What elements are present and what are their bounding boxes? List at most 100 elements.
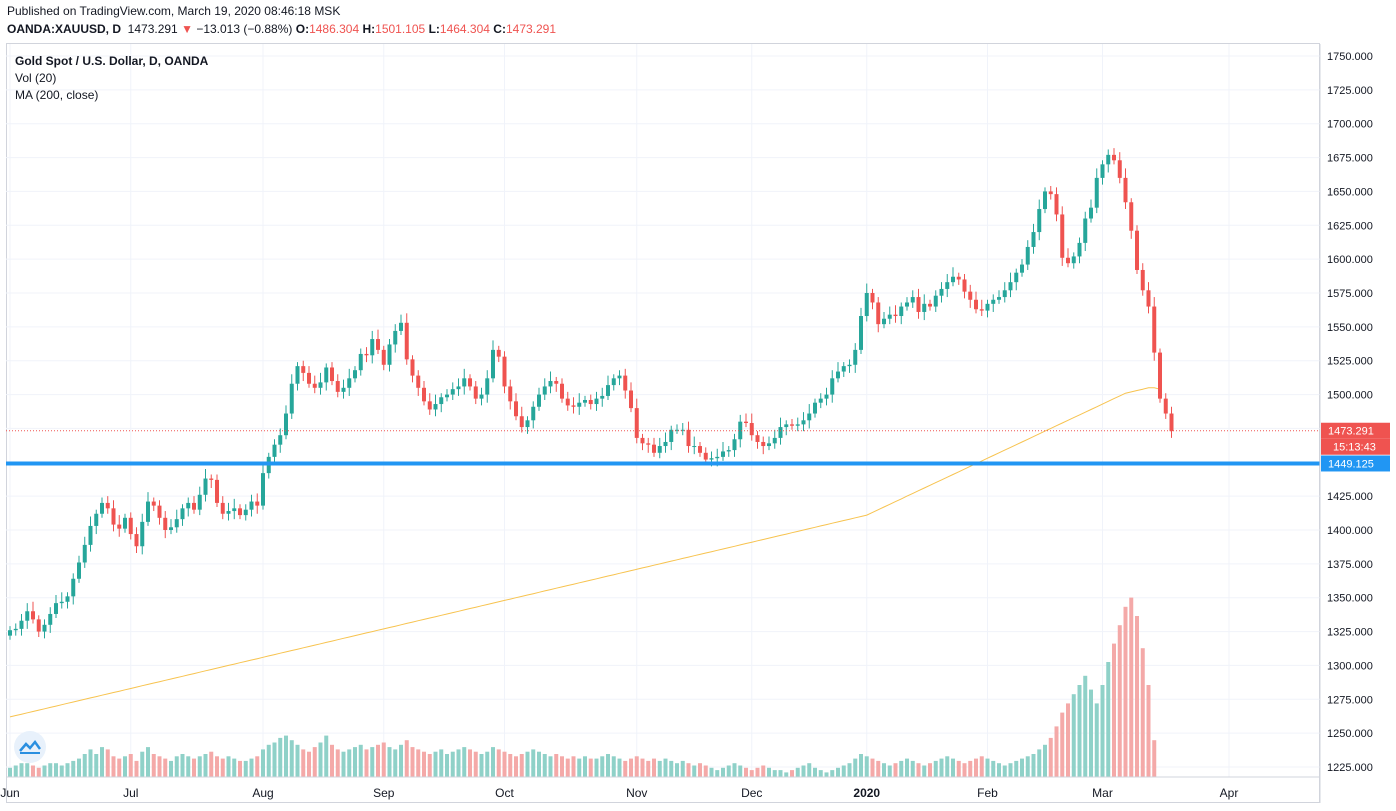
candle-body <box>680 429 685 431</box>
volume-bar <box>261 749 265 777</box>
candle-body <box>82 544 87 563</box>
volume-bar <box>1008 763 1013 777</box>
candle-body <box>767 443 771 447</box>
volume-bar <box>186 756 191 777</box>
volume-bar <box>951 758 955 777</box>
y-tick-label: 1575.000 <box>1327 288 1373 300</box>
high-label: H: <box>362 22 376 36</box>
candle-body <box>778 427 783 438</box>
candle-body <box>59 601 64 604</box>
ma200-line <box>9 387 1161 718</box>
volume-bar <box>94 754 99 777</box>
volume-bar <box>1123 606 1128 777</box>
legend-volume[interactable]: Vol (20) <box>15 71 57 85</box>
candle-body <box>514 401 518 417</box>
volume-bar <box>749 770 754 777</box>
volume-bar <box>307 751 311 777</box>
candle-body <box>445 394 449 398</box>
volume-bar <box>1094 703 1099 777</box>
volume-bar <box>519 754 524 777</box>
volume-bar <box>1106 662 1111 777</box>
volume-bar <box>502 751 507 777</box>
candle-body <box>738 421 743 440</box>
candle-body <box>71 578 76 597</box>
volume-bar <box>525 751 530 777</box>
volume-bar <box>537 751 541 777</box>
volume-bar <box>686 763 691 777</box>
candle-body <box>537 394 541 407</box>
candle-body <box>813 402 817 414</box>
volume-bar <box>1043 744 1047 777</box>
volume-bar <box>473 751 478 777</box>
candle-body <box>853 349 858 365</box>
candle-body <box>1008 282 1013 291</box>
candle-body <box>232 508 237 512</box>
candle-body <box>686 429 691 447</box>
x-tick-label: Oct <box>495 786 514 800</box>
volume-bar <box>209 751 214 777</box>
published-text: Published on TradingView.com, March 19, … <box>7 4 341 18</box>
close-label: C: <box>493 22 506 36</box>
symbol-label[interactable]: OANDA:XAUUSD, D <box>7 22 121 36</box>
legend-ma[interactable]: MA (200, close) <box>15 88 99 102</box>
volume-bar <box>330 744 334 777</box>
candle-body <box>151 501 156 506</box>
candle-body <box>387 344 392 365</box>
candle-body <box>905 302 909 307</box>
candle-body <box>1025 246 1030 265</box>
candle-body <box>1043 191 1047 210</box>
last-price-badge <box>1321 422 1390 439</box>
candle-body <box>1152 306 1157 353</box>
x-tick-label: Feb <box>977 786 998 800</box>
candle-body <box>870 293 875 303</box>
low-label: L: <box>428 22 440 36</box>
candle-body <box>945 282 950 289</box>
volume-bar <box>824 772 829 777</box>
candle-body <box>882 318 886 325</box>
volume-bar <box>1112 643 1116 777</box>
candle-body <box>583 399 587 403</box>
down-arrow-icon: ▼ <box>181 22 193 36</box>
volume-bar <box>215 756 219 777</box>
candle-body <box>255 501 260 506</box>
candle-body <box>307 372 311 384</box>
candle-body <box>289 383 294 414</box>
candle-body <box>1100 164 1105 178</box>
candle-body <box>439 397 444 405</box>
candle-body <box>991 299 996 304</box>
y-tick-label: 1525.000 <box>1327 356 1373 368</box>
candle-body <box>726 450 731 452</box>
candle-body <box>1089 207 1093 219</box>
volume-bar <box>278 737 283 777</box>
countdown-badge <box>1321 438 1390 455</box>
volume-bar <box>13 765 18 777</box>
volume-bar <box>600 756 605 777</box>
candle-body <box>13 628 18 631</box>
y-tick-label: 1225.000 <box>1327 762 1373 774</box>
volume-bar <box>123 756 127 777</box>
volume-bar <box>468 749 472 777</box>
candle-body <box>358 353 363 371</box>
candle-body <box>427 401 432 410</box>
volume-bar <box>991 760 996 777</box>
volume-bar <box>945 756 950 777</box>
legend-title[interactable]: Gold Spot / U.S. Dollar, D, OANDA <box>15 54 209 68</box>
volume-bar <box>427 754 432 777</box>
candle-body <box>749 423 754 436</box>
volume-bar <box>755 767 760 777</box>
y-tick-label: 1500.000 <box>1327 390 1373 402</box>
candle-body <box>974 299 978 310</box>
low-value: 1464.304 <box>439 22 490 36</box>
volume-bar <box>652 758 656 777</box>
volume-bar <box>422 751 426 777</box>
candle-body <box>721 451 725 457</box>
volume-bar <box>36 767 41 777</box>
volume-bar <box>583 756 587 777</box>
candle-body <box>847 364 852 367</box>
volume-bar <box>140 751 145 777</box>
y-tick-label: 1375.000 <box>1327 559 1373 571</box>
candle-body <box>1129 202 1134 231</box>
candle-body <box>922 303 927 312</box>
candle-body <box>916 297 921 312</box>
